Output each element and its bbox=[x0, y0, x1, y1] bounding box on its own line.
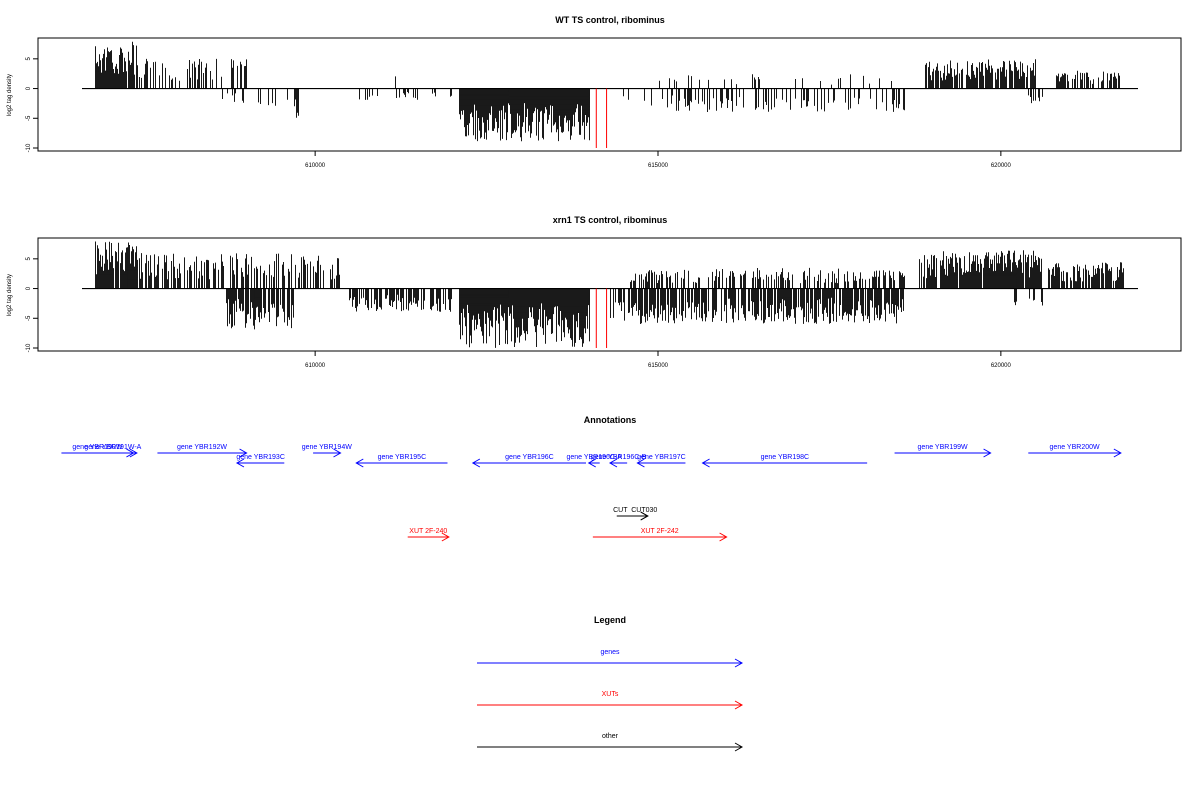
feature-gene-ybr193c: gene YBR193C bbox=[235, 454, 285, 468]
feature-gene-ybr199w: gene YBR199W bbox=[894, 444, 992, 458]
feature-label: gene YBR195C bbox=[378, 454, 427, 461]
y-tick-label: -5 bbox=[26, 115, 32, 121]
arrowhead-icon bbox=[355, 458, 364, 468]
feature-xut-2f-242: XUT 2F-242 bbox=[592, 528, 728, 542]
arrowhead-icon bbox=[701, 458, 710, 468]
y-tick-label: -5 bbox=[26, 315, 32, 321]
feature-gene-ybr194w: gene YBR194W bbox=[302, 444, 352, 458]
feature-gene-ybr200w: gene YBR200W bbox=[1028, 444, 1122, 458]
y-tick-label: -10 bbox=[26, 343, 32, 352]
y-tick-label: -10 bbox=[26, 143, 32, 152]
arrowhead-icon bbox=[333, 448, 342, 458]
legend-label: XUTs bbox=[602, 691, 619, 698]
arrowhead-icon bbox=[129, 448, 138, 458]
feature-gene-ybr191w-a: gene YBR191W-A bbox=[84, 444, 142, 458]
arrowhead-icon bbox=[1113, 448, 1122, 458]
legend-item-genes: genes bbox=[477, 649, 744, 668]
legend-item-xuts: XUTs bbox=[477, 691, 744, 710]
arrowhead-icon bbox=[734, 742, 744, 752]
panel-title: xrn1 TS control, ribominus bbox=[553, 215, 668, 225]
feature-label: gene YBR194W bbox=[302, 444, 352, 451]
feature-gene-ybr196c-b: gene YBR196C-B bbox=[591, 454, 647, 468]
legend-panel: Legend genes XUTs other bbox=[477, 615, 744, 752]
y-axis-label: log2 tag density bbox=[7, 274, 13, 316]
legend-label: other bbox=[602, 733, 619, 740]
feature-label: XUT 2F-242 bbox=[641, 528, 679, 535]
plot-frame bbox=[37, 237, 1182, 352]
legend-label: genes bbox=[600, 649, 620, 656]
x-tick-label: 615000 bbox=[648, 363, 669, 369]
feature-label: gene YBR196C-B bbox=[591, 454, 647, 461]
feature-label: gene YBR197C bbox=[637, 454, 686, 461]
feature-label: XUT 2F-240 bbox=[409, 528, 447, 535]
density-bars bbox=[82, 241, 1138, 348]
feature-xut-2f-240: XUT 2F-240 bbox=[407, 528, 450, 542]
density-bar-series bbox=[95, 41, 1120, 142]
arrowhead-icon bbox=[719, 532, 728, 542]
legend-items: genes XUTs other bbox=[477, 649, 744, 752]
arrowhead-icon bbox=[235, 458, 245, 468]
x-tick-label: 610000 bbox=[305, 163, 326, 169]
arrowhead-icon bbox=[636, 458, 645, 468]
arrowhead-icon bbox=[734, 700, 744, 710]
arrowhead-icon bbox=[239, 448, 248, 458]
feature-gene-ybr195c: gene YBR195C bbox=[355, 454, 448, 468]
x-tick-label: 620000 bbox=[991, 363, 1012, 369]
feature-gene-ybr197c: gene YBR197C bbox=[636, 454, 686, 468]
y-axis-label: log2 tag density bbox=[7, 74, 13, 116]
feature-cut030: CUT030 bbox=[616, 507, 657, 521]
arrowhead-icon bbox=[640, 511, 649, 521]
x-tick-label: 610000 bbox=[305, 363, 326, 369]
x-tick-label: 620000 bbox=[991, 163, 1012, 169]
feature-label: CUT bbox=[613, 507, 628, 514]
feature-label: gene YBR196C bbox=[505, 454, 554, 461]
feature-gene-ybr192w: gene YBR192W bbox=[157, 444, 248, 458]
arrowhead-icon bbox=[441, 532, 450, 542]
arrowhead-icon bbox=[587, 458, 596, 468]
y-tick-label: 5 bbox=[26, 57, 32, 61]
y-tick-label: 0 bbox=[26, 286, 32, 290]
feature-label: gene YBR196C-A bbox=[566, 454, 622, 461]
feature-label: gene YBR190W bbox=[72, 444, 122, 451]
feature-gene-ybr196c-a: gene YBR196C-A bbox=[566, 454, 622, 468]
feature-gene-ybr196c: gene YBR196C bbox=[471, 454, 586, 468]
feature-label: gene YBR200W bbox=[1050, 444, 1100, 451]
arrowhead-icon bbox=[471, 458, 481, 468]
feature-label: CUT030 bbox=[631, 507, 657, 514]
panel-title: WT TS control, ribominus bbox=[555, 15, 665, 25]
feature-label: gene YBR193C bbox=[236, 454, 285, 461]
density-bars bbox=[82, 41, 1138, 142]
arrowhead-icon bbox=[608, 458, 618, 468]
cutoff-lines bbox=[595, 288, 608, 348]
density-bar-series bbox=[95, 241, 1124, 348]
legend-item-other: other bbox=[477, 733, 744, 752]
feature-label: gene YBR198C bbox=[761, 454, 810, 461]
arrowhead-icon bbox=[983, 448, 992, 458]
arrowhead-icon bbox=[734, 658, 744, 668]
axes: 610000 615000 620000 -10 -5 0 5 bbox=[26, 57, 1012, 169]
track-panel-xrn1: xrn1 TS control, ribominus log2 tag dens… bbox=[7, 215, 1182, 369]
feature-gene-ybr198c: gene YBR198C bbox=[701, 454, 868, 468]
legend-title: Legend bbox=[594, 615, 626, 625]
axes: 610000 615000 620000 -10 -5 0 5 bbox=[26, 257, 1012, 369]
feature-label: gene YBR192W bbox=[177, 444, 227, 451]
y-tick-label: 0 bbox=[26, 86, 32, 90]
feature-label: gene YBR199W bbox=[918, 444, 968, 451]
feature-label: gene YBR191W-A bbox=[84, 444, 141, 451]
x-tick-label: 615000 bbox=[648, 163, 669, 169]
plot-frame bbox=[37, 37, 1182, 152]
cutoff-lines bbox=[595, 88, 608, 148]
y-tick-label: 5 bbox=[26, 257, 32, 261]
annotations-title: Annotations bbox=[584, 415, 637, 425]
track-panel-wt: WT TS control, ribominus log2 tag densit… bbox=[7, 15, 1182, 169]
